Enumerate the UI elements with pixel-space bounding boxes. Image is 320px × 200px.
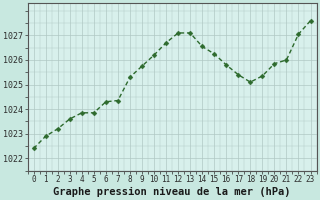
X-axis label: Graphe pression niveau de la mer (hPa): Graphe pression niveau de la mer (hPa) bbox=[53, 186, 291, 197]
